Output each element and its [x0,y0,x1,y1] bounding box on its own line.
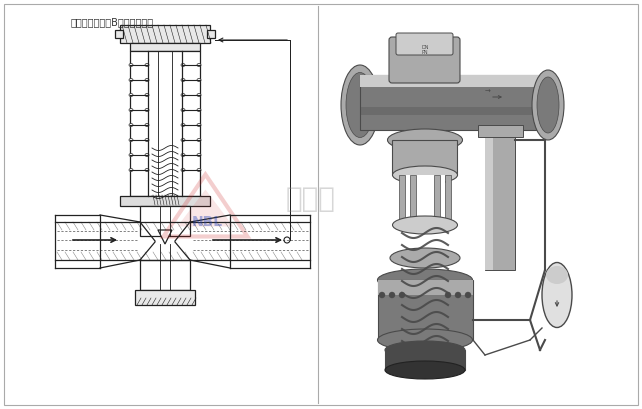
Ellipse shape [181,94,185,97]
Bar [207,30,215,38]
Circle shape [465,292,471,298]
Ellipse shape [145,63,149,67]
Ellipse shape [129,139,133,142]
Bar [120,25,210,43]
Ellipse shape [197,169,201,171]
FancyBboxPatch shape [396,33,453,55]
Bar [360,75,545,130]
Circle shape [284,237,290,243]
Ellipse shape [129,153,133,157]
Bar [135,290,195,305]
Bar [140,260,190,290]
Ellipse shape [385,341,465,359]
Ellipse shape [181,139,185,142]
Ellipse shape [385,361,465,379]
Ellipse shape [181,169,185,171]
Bar [120,196,210,206]
Ellipse shape [145,94,149,97]
Ellipse shape [129,63,133,67]
Ellipse shape [532,70,564,140]
Ellipse shape [346,72,374,137]
Circle shape [389,292,395,298]
Ellipse shape [129,94,133,97]
Ellipse shape [197,124,201,126]
Ellipse shape [181,63,185,67]
Text: 閥后壓力調節（B型）工作原理: 閥后壓力調節（B型）工作原理 [71,18,154,27]
Ellipse shape [181,108,185,112]
Circle shape [445,292,451,298]
Bar [140,206,190,236]
Circle shape [399,292,405,298]
Ellipse shape [197,79,201,81]
Bar [130,51,200,196]
Bar [434,175,440,225]
Text: DN
PN: DN PN [421,45,429,55]
Bar [378,280,473,340]
Ellipse shape [145,79,149,81]
Ellipse shape [197,139,201,142]
Circle shape [455,292,461,298]
Bar [385,350,465,370]
Ellipse shape [197,108,201,112]
Polygon shape [158,230,172,244]
Circle shape [379,292,385,298]
Ellipse shape [377,269,473,291]
Ellipse shape [181,79,185,81]
Ellipse shape [197,153,201,157]
Ellipse shape [377,329,473,351]
Bar [360,75,545,87]
Bar [405,175,445,225]
Text: NBL: NBL [192,216,223,229]
Bar [485,130,515,270]
Ellipse shape [392,166,458,184]
Ellipse shape [537,77,559,133]
Ellipse shape [197,63,201,67]
Ellipse shape [181,153,185,157]
Bar [360,107,545,115]
Bar [478,125,523,137]
Ellipse shape [197,94,201,97]
Ellipse shape [129,169,133,171]
Ellipse shape [341,65,379,145]
Bar [115,30,123,38]
Ellipse shape [145,139,149,142]
FancyBboxPatch shape [389,37,460,83]
Bar [410,175,416,225]
Ellipse shape [542,263,572,328]
Bar [378,280,473,295]
Text: 杜佳拉: 杜佳拉 [286,186,335,213]
Bar [485,130,493,270]
Ellipse shape [392,216,458,234]
Ellipse shape [145,108,149,112]
Ellipse shape [546,266,568,284]
Bar [130,43,200,51]
Text: →: → [485,89,491,95]
Ellipse shape [129,124,133,126]
Ellipse shape [129,79,133,81]
Ellipse shape [390,248,460,268]
Ellipse shape [181,124,185,126]
Bar [399,175,405,225]
Ellipse shape [129,108,133,112]
Ellipse shape [388,129,462,151]
Polygon shape [177,189,234,227]
Ellipse shape [145,153,149,157]
Bar [392,140,457,175]
Bar [445,175,451,225]
Ellipse shape [145,169,149,171]
Ellipse shape [145,124,149,126]
